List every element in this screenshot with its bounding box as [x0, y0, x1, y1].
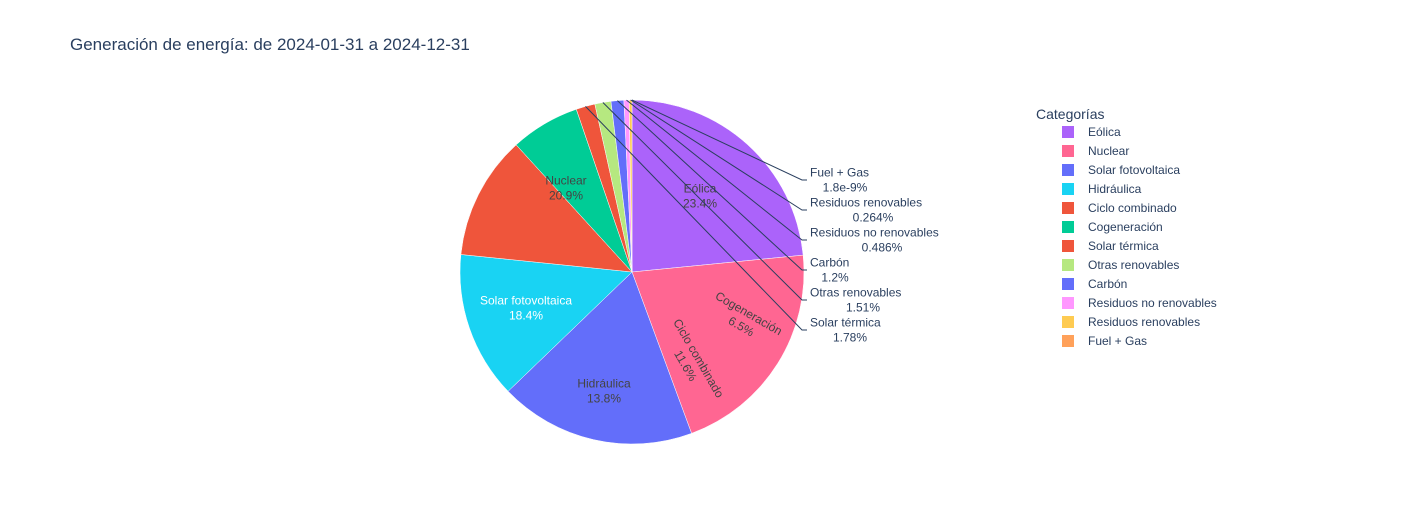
slice-label-eolica-line: Eólica [684, 182, 717, 196]
slice-hidraulica [459, 254, 633, 392]
connector-residuos-renovables [630, 99, 807, 211]
slice-label-nuclear-line: Nuclear [545, 174, 586, 188]
chart-title: Generación de energía: de 2024-01-31 a 2… [70, 35, 470, 54]
outside-label-otras-renovables-line: 1.51% [846, 301, 880, 315]
legend-label-hidraulica[interactable]: Hidráulica [1088, 182, 1142, 196]
legend-swatch-fuel-gas[interactable] [1062, 335, 1074, 347]
slice-label-hidraulica-line: Hidráulica [577, 377, 631, 391]
legend-title: Categorías [1036, 106, 1104, 122]
connector-solar-termica [585, 106, 807, 331]
outside-label-fuel-gas-line: Fuel + Gas [810, 166, 869, 180]
legend-swatch-eolica[interactable] [1062, 126, 1074, 138]
legend-label-cogeneracion[interactable]: Cogeneración [1088, 220, 1163, 234]
outside-label-residuos-renovables-line: 0.264% [853, 211, 894, 225]
outside-label-carbon: Carbón 1.2% [810, 256, 849, 285]
outside-label-residuos-renovables: Residuos renovables 0.264% [810, 196, 922, 225]
legend-label-residuos-no-renovables[interactable]: Residuos no renovables [1088, 296, 1217, 310]
slice-residuos-renovables [628, 99, 633, 273]
legend-swatch-residuos-no-renovables[interactable] [1062, 297, 1074, 309]
legend-swatch-otras-renovables[interactable] [1062, 259, 1074, 271]
legend: Categorías Eólica Nuclear Solar fotovoltai… [1036, 106, 1217, 348]
pie-slices [459, 99, 805, 445]
slice-label-hidraulica: Hidráulica 13.8% [577, 377, 631, 406]
legend-label-carbon[interactable]: Carbón [1088, 277, 1127, 291]
connector-residuos-no-renovables [626, 99, 807, 241]
slice-solar-fotovoltaica [507, 271, 692, 445]
outside-labels: Fuel + Gas 1.8e-9%Residuos renovables 0.26… [585, 99, 939, 345]
slice-label-hidraulica-line: 13.8% [587, 392, 621, 406]
legend-label-nuclear[interactable]: Nuclear [1088, 144, 1129, 158]
outside-label-fuel-gas: Fuel + Gas 1.8e-9% [810, 166, 869, 195]
outside-label-residuos-no-renovables-line: Residuos no renovables [810, 226, 939, 240]
outside-label-otras-renovables: Otras renovables 1.51% [810, 286, 901, 315]
outside-label-residuos-renovables-line: Residuos renovables [810, 196, 922, 210]
slice-label-solar-fotovoltaica: Solar fotovoltaica 18.4% [480, 294, 572, 323]
legend-label-solar-termica[interactable]: Solar térmica [1088, 239, 1159, 253]
outside-label-solar-termica: Solar térmica 1.78% [810, 316, 881, 345]
slice-label-solar-fotovoltaica-line: Solar fotovoltaica [480, 294, 572, 308]
connector-fuel-gas [631, 99, 807, 181]
slice-ciclo-combinado [460, 144, 633, 273]
outside-label-carbon-line: 1.2% [821, 271, 849, 285]
slice-label-nuclear-line: 20.9% [549, 189, 583, 203]
outside-label-solar-termica-line: 1.78% [833, 331, 867, 345]
legend-swatch-solar-termica[interactable] [1062, 240, 1074, 252]
legend-label-ciclo-combinado[interactable]: Ciclo combinado [1088, 201, 1177, 215]
legend-label-fuel-gas[interactable]: Fuel + Gas [1088, 334, 1147, 348]
legend-swatch-nuclear[interactable] [1062, 145, 1074, 157]
outside-label-fuel-gas-line: 1.8e-9% [823, 181, 868, 195]
legend-swatch-cogeneracion[interactable] [1062, 221, 1074, 233]
outside-label-solar-termica-line: Solar térmica [810, 316, 881, 330]
slice-nuclear [631, 254, 805, 434]
legend-label-residuos-renovables[interactable]: Residuos renovables [1088, 315, 1200, 329]
legend-swatch-carbon[interactable] [1062, 278, 1074, 290]
outside-label-residuos-no-renovables: Residuos no renovables 0.486% [810, 226, 939, 255]
slice-label-eolica: Eólica 23.4% [683, 182, 717, 211]
connector-otras-renovables [602, 102, 807, 301]
legend-label-eolica[interactable]: Eólica [1088, 125, 1121, 139]
slice-label-solar-fotovoltaica-line: 18.4% [509, 309, 543, 323]
legend-label-solar-fotovoltaica[interactable]: Solar fotovoltaica [1088, 163, 1180, 177]
legend-swatch-residuos-renovables[interactable] [1062, 316, 1074, 328]
legend-swatch-solar-fotovoltaica[interactable] [1062, 164, 1074, 176]
slice-label-nuclear: Nuclear 20.9% [545, 174, 586, 203]
outside-label-otras-renovables-line: Otras renovables [810, 286, 901, 300]
slice-eolica [631, 99, 804, 273]
outside-label-residuos-no-renovables-line: 0.486% [862, 241, 903, 255]
outside-label-carbon-line: Carbón [810, 256, 849, 270]
legend-swatch-hidraulica[interactable] [1062, 183, 1074, 195]
connector-carbon [617, 100, 807, 271]
legend-swatch-ciclo-combinado[interactable] [1062, 202, 1074, 214]
legend-label-otras-renovables[interactable]: Otras renovables [1088, 258, 1179, 272]
